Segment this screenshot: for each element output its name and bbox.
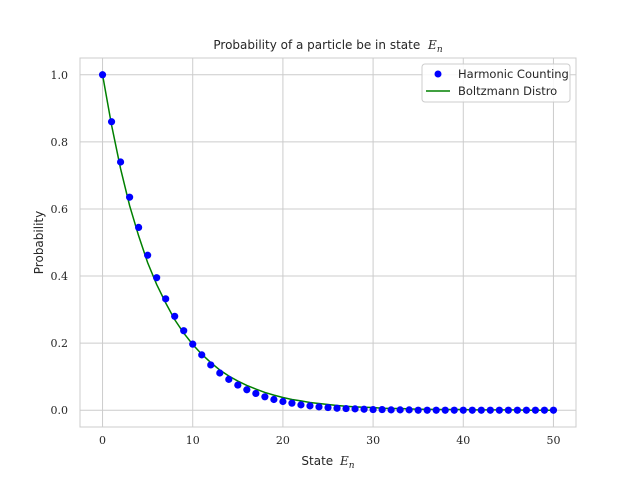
chart-title: Probability of a particle be in state En bbox=[213, 38, 442, 55]
scatter-point bbox=[207, 361, 215, 369]
x-tick-label: 30 bbox=[366, 434, 380, 447]
y-tick-label: 1.0 bbox=[51, 69, 69, 82]
scatter-point bbox=[495, 406, 503, 414]
scatter-point bbox=[423, 406, 431, 414]
scatter-point bbox=[441, 406, 449, 414]
chart-title-math: E bbox=[427, 38, 437, 52]
x-tick-label: 50 bbox=[546, 434, 560, 447]
legend: Harmonic Counting Boltzmann Distro bbox=[421, 63, 571, 103]
scatter-point bbox=[198, 351, 206, 359]
scatter-point bbox=[216, 369, 224, 377]
y-tick-label: 0.8 bbox=[51, 136, 69, 149]
legend-label-boltzmann-distro: Boltzmann Distro bbox=[458, 84, 557, 98]
x-axis-label: State En bbox=[301, 454, 354, 471]
scatter-point bbox=[261, 393, 269, 401]
scatter-point bbox=[171, 312, 179, 320]
scatter-point bbox=[477, 406, 485, 414]
y-tick-label: 0.6 bbox=[51, 203, 69, 216]
y-tick-label: 0.4 bbox=[51, 270, 69, 283]
boltzmann-line bbox=[101, 74, 554, 411]
legend-label-harmonic-counting: Harmonic Counting bbox=[458, 67, 569, 81]
scatter-point bbox=[459, 406, 467, 414]
grid bbox=[80, 58, 576, 427]
scatter-point bbox=[144, 251, 152, 259]
scatter-point bbox=[126, 193, 134, 201]
scatter-point bbox=[414, 406, 422, 414]
scatter-point bbox=[378, 405, 386, 414]
scatter-point bbox=[468, 406, 476, 414]
scatter-point bbox=[243, 386, 251, 394]
scatter-point bbox=[405, 406, 413, 414]
x-axis-label-math-sub: n bbox=[349, 461, 355, 471]
x-tick-labels: 0 10 20 30 40 50 bbox=[99, 434, 560, 447]
x-tick-label: 20 bbox=[276, 434, 290, 447]
scatter-point bbox=[387, 406, 395, 414]
scatter-point bbox=[549, 406, 558, 414]
chart-title-math-sub: n bbox=[437, 45, 443, 55]
scatter-point bbox=[315, 403, 323, 411]
scatter-point bbox=[504, 406, 512, 414]
scatter-point bbox=[107, 118, 116, 126]
scatter-point bbox=[351, 405, 359, 413]
scatter-point bbox=[270, 395, 278, 404]
y-axis-label: Probability bbox=[32, 211, 46, 274]
scatter-point bbox=[324, 403, 332, 412]
scatter-point bbox=[432, 406, 440, 414]
x-axis-label-text: State bbox=[301, 454, 333, 468]
chart-title-text: Probability of a particle be in state bbox=[213, 38, 420, 52]
scatter-point bbox=[189, 340, 197, 348]
scatter-point bbox=[306, 402, 314, 410]
scatter-point bbox=[153, 274, 161, 282]
y-tick-label: 0.0 bbox=[51, 404, 69, 417]
scatter-point bbox=[162, 295, 170, 303]
scatter-point bbox=[522, 406, 531, 414]
scatter-point bbox=[180, 327, 188, 335]
scatter-point bbox=[279, 397, 287, 406]
scatter-point bbox=[288, 399, 296, 407]
scatter-point bbox=[396, 406, 404, 414]
series-boltzmann-distro bbox=[101, 74, 554, 411]
legend-marker-harmonic-counting bbox=[434, 70, 442, 78]
scatter-point bbox=[450, 406, 458, 414]
scatter-point bbox=[234, 381, 242, 389]
scatter-point bbox=[333, 404, 341, 412]
scatter-point bbox=[369, 405, 377, 414]
x-tick-label: 40 bbox=[456, 434, 470, 447]
scatter-point bbox=[225, 375, 233, 383]
scatter-point bbox=[135, 223, 143, 232]
scatter-point bbox=[540, 406, 549, 414]
x-tick-label: 0 bbox=[99, 434, 106, 447]
scatter-point bbox=[297, 401, 305, 409]
scatter-point bbox=[531, 406, 540, 414]
scatter-point bbox=[116, 158, 125, 166]
scatter-point bbox=[98, 71, 107, 79]
legend-box bbox=[421, 63, 571, 103]
plot-frame bbox=[79, 57, 577, 428]
x-axis-label-math: E bbox=[339, 454, 349, 468]
series-harmonic-counting bbox=[98, 71, 558, 414]
scatter-point bbox=[513, 406, 521, 414]
scatter-point bbox=[486, 406, 494, 414]
scatter-point bbox=[252, 389, 260, 398]
scatter-point bbox=[360, 405, 368, 413]
x-tick-label: 10 bbox=[186, 434, 200, 447]
y-tick-label: 0.2 bbox=[51, 337, 69, 350]
scatter-point bbox=[342, 404, 350, 413]
y-tick-labels: 0.0 0.2 0.4 0.6 0.8 1.0 bbox=[51, 69, 69, 417]
